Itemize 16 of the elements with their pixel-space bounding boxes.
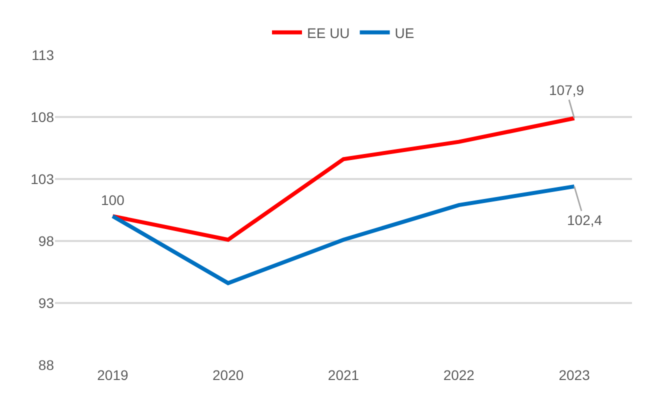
legend-label: EE UU [307, 24, 350, 41]
y-tick-label: 108 [30, 108, 54, 125]
data-label: 107,9 [549, 82, 584, 98]
y-tick-label: 93 [38, 294, 54, 311]
y-tick-label: 88 [38, 356, 54, 373]
data-label: 100 [101, 192, 125, 208]
y-tick-label: 98 [38, 232, 54, 249]
x-tick-label: 2022 [443, 367, 475, 383]
data-label: 102,4 [567, 212, 602, 228]
y-tick-label: 113 [32, 46, 54, 63]
x-tick-label: 2021 [328, 367, 360, 383]
y-tick-label: 103 [30, 170, 54, 187]
x-tick-label: 2020 [212, 367, 244, 383]
legend-label: UE [394, 24, 414, 41]
x-tick-label: 2023 [558, 367, 590, 383]
x-tick-label: 2019 [97, 367, 128, 383]
